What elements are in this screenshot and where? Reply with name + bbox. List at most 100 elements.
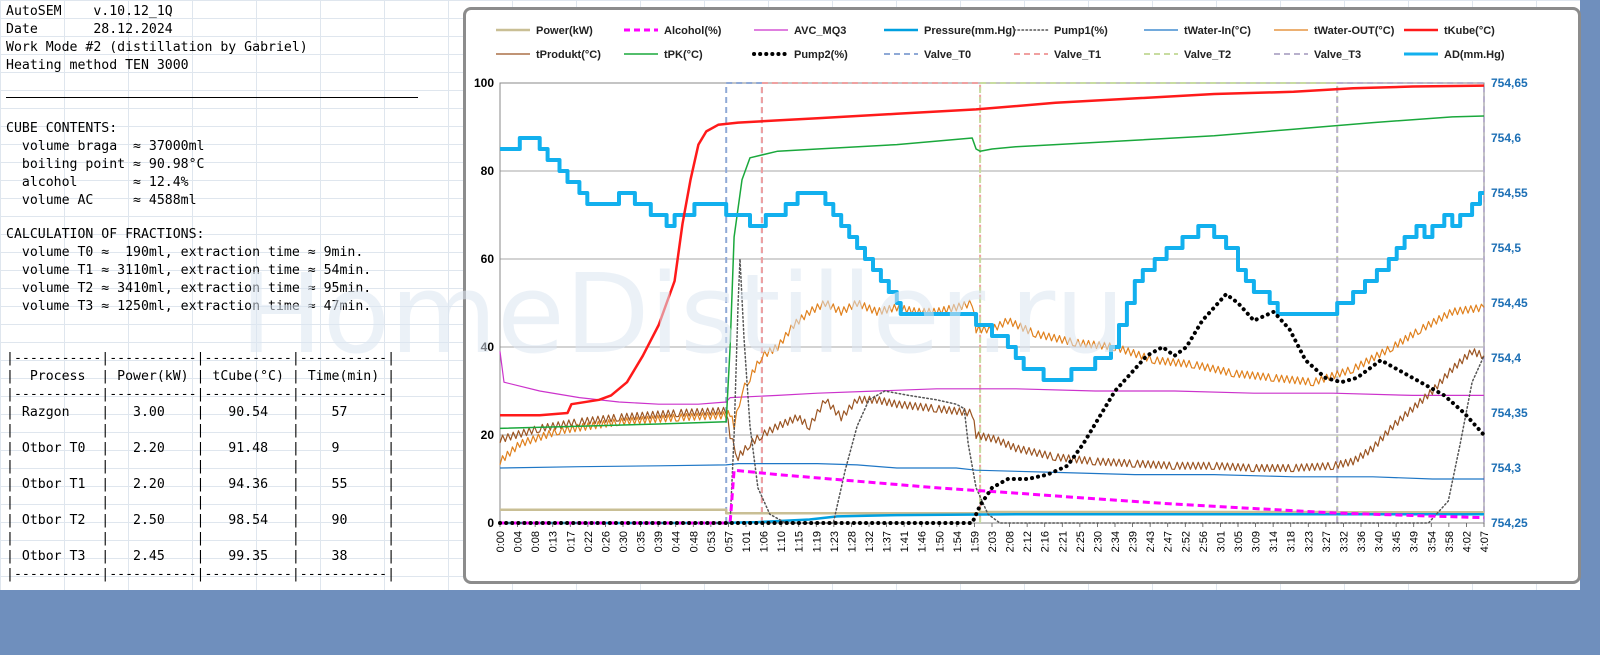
table-line: | | | | | — [6, 531, 396, 546]
x-tick-label: 2:25 — [1075, 531, 1087, 552]
y2-tick-label: 754,25 — [1491, 516, 1528, 530]
table-line: | Otbor T0 | 2.20 | 91.48 | 9 | — [6, 441, 396, 456]
x-tick-label: 2:39 — [1128, 531, 1140, 552]
x-tick-label: 0:44 — [671, 531, 683, 552]
x-tick-label: 1:46 — [917, 531, 929, 552]
x-tick-label: 3:09 — [1251, 531, 1263, 552]
x-tick-label: 2:03 — [987, 531, 999, 552]
legend-label: tWater-In(°C) — [1184, 25, 1251, 37]
series-line-alcohol — [500, 468, 1485, 525]
table-line: | | | | | — [6, 495, 396, 510]
fraction-line: volume T0 ≈ 190ml, extraction time ≈ 9mi… — [6, 245, 364, 260]
x-tick-label: 2:30 — [1092, 531, 1104, 552]
legend-label: tPK(°C) — [664, 49, 703, 61]
series-line-twater-out-c — [499, 299, 1485, 466]
table-line: | | | | | — [6, 423, 396, 438]
y2-tick-label: 754,35 — [1491, 406, 1528, 420]
legend-label: AD(mm.Hg) — [1444, 49, 1505, 61]
distillation-chart: 0 20 40 60 80 100 754,25 754,3 754,35 754,4 754,45… — [474, 25, 1528, 552]
x-tick-label: 3:14 — [1268, 531, 1280, 552]
y2-tick-label: 754,5 — [1491, 241, 1521, 255]
y2-tick-label: 754,4 — [1491, 351, 1521, 365]
legend-label: Pump2(%) — [794, 49, 848, 61]
separator-line — [6, 97, 418, 98]
x-tick-label: 1:23 — [829, 531, 841, 552]
series-line-pump1 — [499, 258, 1485, 524]
x-tick-label: 0:08 — [530, 531, 542, 552]
x-tick-label: 0:53 — [706, 531, 718, 552]
x-tick-label: 3:49 — [1409, 531, 1421, 552]
x-tick-label: 1:28 — [846, 531, 858, 552]
header-line: Heating method TEN 3000 — [6, 58, 189, 73]
x-tick-label: 2:56 — [1198, 531, 1210, 552]
x-tick-label: 2:43 — [1145, 531, 1157, 552]
x-tick-label: 0:22 — [583, 531, 595, 552]
fraction-line: CALCULATION OF FRACTIONS: — [6, 227, 205, 242]
x-tick-label: 3:23 — [1303, 531, 1315, 552]
x-tick-label: 0:35 — [636, 531, 648, 552]
x-tick-label: 1:37 — [882, 531, 894, 552]
x-tick-label: 1:59 — [969, 531, 981, 552]
x-tick-label: 3:32 — [1338, 531, 1350, 552]
x-tick-label: 3:45 — [1391, 531, 1403, 552]
x-tick-label: 1:06 — [759, 531, 771, 552]
table-line: | Razgon | 3.00 | 90.54 | 57 | — [6, 405, 396, 420]
y-tick-label: 0 — [487, 516, 494, 530]
legend-label: Valve_T1 — [1054, 49, 1101, 61]
x-tick-label: 2:47 — [1163, 531, 1175, 552]
x-tick-label: 1:32 — [864, 531, 876, 552]
legend-label: Valve_T3 — [1314, 49, 1361, 61]
y-tick-label: 40 — [481, 340, 495, 354]
y-tick-label: 60 — [481, 252, 495, 266]
header-line: Date 28.12.2024 — [6, 22, 173, 37]
x-tick-label: 4:07 — [1479, 531, 1491, 552]
header-line: Work Mode #2 (distillation by Gabriel) — [6, 40, 308, 55]
series-line-power-kw — [500, 508, 1484, 515]
x-tick-label: 2:08 — [1005, 531, 1017, 552]
table-line: | Process | Power(kW) | tCube(°C) | Time… — [6, 369, 396, 384]
table-line: |-----------|-----------|-----------|---… — [6, 567, 396, 582]
x-tick-label: 1:41 — [899, 531, 911, 552]
legend-label: tProdukt(°C) — [536, 49, 601, 61]
x-tick-label: 2:21 — [1057, 531, 1069, 552]
legend-label: Power(kW) — [536, 25, 593, 37]
x-tick-label: 1:54 — [952, 531, 964, 552]
table-line: | Otbor T1 | 2.20 | 94.36 | 55 | — [6, 477, 396, 492]
table-line: | Otbor T2 | 2.50 | 98.54 | 90 | — [6, 513, 396, 528]
y-tick-label: 100 — [474, 76, 494, 90]
series-line-ad-mm-hg — [500, 136, 1484, 382]
table-line: |-----------|-----------|-----------|---… — [6, 387, 396, 402]
legend-label: Pump1(%) — [1054, 25, 1108, 37]
x-tick-label: 0:13 — [548, 531, 560, 552]
x-tick-label: 0:57 — [723, 531, 735, 552]
x-tick-label: 0:00 — [495, 531, 507, 552]
cube-line: alcohol ≈ 12.4% — [6, 175, 189, 190]
x-tick-label: 1:50 — [934, 531, 946, 552]
x-tick-label: 0:39 — [653, 531, 665, 552]
y-tick-label: 80 — [481, 164, 495, 178]
plot-area — [499, 82, 1485, 524]
x-tick-label: 3:01 — [1215, 531, 1227, 552]
x-tick-label: 2:16 — [1040, 531, 1052, 552]
x-tick-label: 3:05 — [1233, 531, 1245, 552]
x-tick-label: 0:26 — [600, 531, 612, 552]
x-tick-label: 3:58 — [1444, 531, 1456, 552]
y2-tick-label: 754,45 — [1491, 296, 1528, 310]
cube-line: volume AC ≈ 4588ml — [6, 193, 197, 208]
x-tick-label: 4:02 — [1461, 531, 1473, 552]
x-tick-label: 0:30 — [618, 531, 630, 552]
series-line-tpk-c — [499, 115, 1485, 430]
legend-label: tKube(°C) — [1444, 25, 1495, 37]
x-tick-label: 3:27 — [1321, 531, 1333, 552]
y2-tick-label: 754,6 — [1491, 131, 1521, 145]
x-tick-label: 3:40 — [1374, 531, 1386, 552]
table-line: | Otbor T3 | 2.45 | 99.35 | 38 | — [6, 549, 396, 564]
series-line-tprodukt-c — [499, 348, 1485, 473]
x-tick-label: 2:12 — [1022, 531, 1034, 552]
chart-panel[interactable]: 0 20 40 60 80 100 754,25 754,3 754,35 754,4 754,45… — [463, 7, 1581, 584]
x-tick-label: 0:48 — [688, 531, 700, 552]
cube-line: CUBE CONTENTS: — [6, 121, 118, 136]
fraction-line: volume T3 ≈ 1250ml, extraction time ≈ 47… — [6, 299, 372, 314]
x-tick-label: 1:15 — [794, 531, 806, 552]
fraction-line: volume T2 ≈ 3410ml, extraction time ≈ 95… — [6, 281, 372, 296]
